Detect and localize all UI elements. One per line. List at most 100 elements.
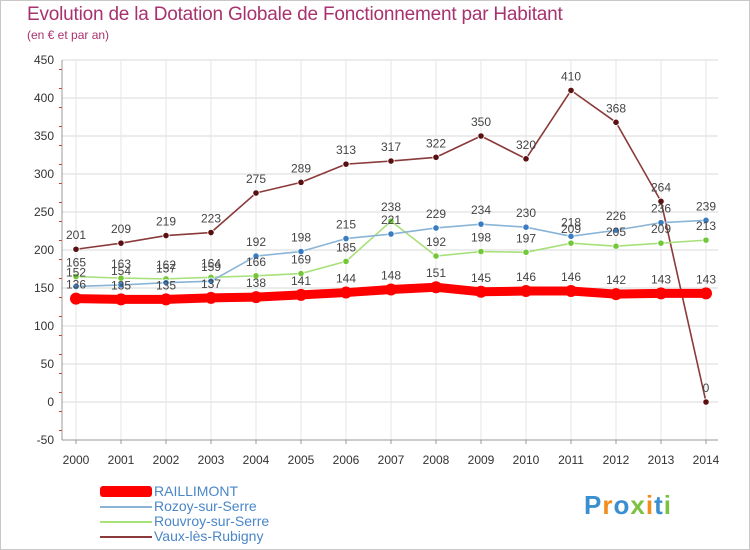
legend-label-rozoy-sur-serre: Rozoy-sur-Serre bbox=[154, 498, 257, 514]
data-label-rozoy-sur-serre: 218 bbox=[561, 215, 581, 229]
data-label-raillimont: 135 bbox=[111, 278, 131, 292]
data-label-vaux-les-rubigny: 350 bbox=[471, 115, 491, 129]
data-point-rozoy-sur-serre bbox=[657, 219, 665, 227]
logo-letter: P bbox=[584, 490, 603, 520]
data-point-rouvroy-sur-serre bbox=[612, 242, 620, 250]
data-point-vaux-les-rubigny bbox=[162, 231, 170, 240]
legend-swatch-raillimont bbox=[100, 486, 152, 497]
logo-letter: r bbox=[602, 490, 614, 520]
data-point-raillimont bbox=[430, 281, 442, 294]
data-point-vaux-les-rubigny bbox=[387, 157, 395, 165]
data-point-rozoy-sur-serre bbox=[252, 252, 260, 260]
data-label-rouvroy-sur-serre: 197 bbox=[516, 231, 536, 245]
data-label-raillimont: 137 bbox=[201, 277, 221, 291]
data-point-raillimont bbox=[205, 291, 217, 304]
data-label-raillimont: 138 bbox=[246, 276, 266, 290]
data-point-rozoy-sur-serre bbox=[567, 232, 575, 240]
data-point-rozoy-sur-serre bbox=[612, 226, 620, 234]
data-point-rouvroy-sur-serre bbox=[387, 217, 395, 225]
x-tick-label: 2002 bbox=[153, 453, 180, 467]
data-label-vaux-les-rubigny: 368 bbox=[606, 101, 626, 115]
proxiti-logo: Proxiti bbox=[584, 490, 672, 521]
data-point-rozoy-sur-serre bbox=[72, 282, 80, 291]
data-label-vaux-les-rubigny: 0 bbox=[703, 381, 710, 395]
data-label-raillimont: 146 bbox=[561, 270, 581, 284]
data-point-raillimont bbox=[655, 287, 667, 300]
x-tick-label: 2000 bbox=[63, 453, 90, 467]
data-point-rozoy-sur-serre bbox=[432, 224, 440, 232]
data-point-rozoy-sur-serre bbox=[702, 216, 710, 224]
data-point-raillimont bbox=[340, 286, 352, 299]
data-label-rozoy-sur-serre: 152 bbox=[66, 265, 86, 279]
data-label-vaux-les-rubigny: 322 bbox=[426, 136, 446, 150]
logo-letter: t bbox=[654, 490, 664, 520]
data-point-rozoy-sur-serre bbox=[522, 223, 530, 231]
legend-swatch-rozoy-sur-serre bbox=[100, 506, 152, 508]
data-label-vaux-les-rubigny: 320 bbox=[516, 138, 536, 152]
data-point-vaux-les-rubigny bbox=[612, 118, 620, 126]
x-tick-label: 2011 bbox=[558, 453, 584, 467]
data-point-raillimont bbox=[70, 292, 82, 305]
data-label-rouvroy-sur-serre: 185 bbox=[336, 240, 356, 254]
data-point-rozoy-sur-serre bbox=[117, 281, 125, 289]
data-label-rouvroy-sur-serre: 209 bbox=[651, 222, 671, 236]
legend-item-vaux-les-rubigny: Vaux-lès-Rubigny bbox=[100, 529, 340, 544]
data-label-rozoy-sur-serre: 230 bbox=[516, 206, 536, 220]
data-label-rouvroy-sur-serre: 165 bbox=[66, 256, 86, 270]
data-point-rouvroy-sur-serre bbox=[297, 269, 305, 278]
data-label-rouvroy-sur-serre: 162 bbox=[156, 258, 176, 272]
data-label-rouvroy-sur-serre: 192 bbox=[426, 235, 446, 249]
y-tick-label: 250 bbox=[34, 205, 54, 219]
chart-legend: RAILLIMONT Rozoy-sur-Serre Rouvroy-sur-S… bbox=[100, 484, 340, 544]
data-label-rozoy-sur-serre: 215 bbox=[336, 218, 356, 232]
data-label-rozoy-sur-serre: 157 bbox=[156, 262, 176, 276]
data-point-rozoy-sur-serre bbox=[477, 220, 485, 228]
data-label-raillimont: 135 bbox=[156, 278, 176, 292]
data-point-vaux-les-rubigny bbox=[207, 228, 215, 237]
x-tick-label: 2006 bbox=[333, 453, 360, 467]
data-point-raillimont bbox=[160, 293, 172, 306]
data-point-rouvroy-sur-serre bbox=[477, 247, 485, 256]
legend-item-rouvroy-sur-serre: Rouvroy-sur-Serre bbox=[100, 514, 340, 529]
data-point-rozoy-sur-serre bbox=[387, 230, 395, 238]
data-label-raillimont: 145 bbox=[471, 271, 491, 285]
data-point-rouvroy-sur-serre bbox=[72, 272, 80, 281]
x-tick-label: 2012 bbox=[603, 453, 630, 467]
data-label-rouvroy-sur-serre: 166 bbox=[246, 255, 266, 269]
data-point-rouvroy-sur-serre bbox=[567, 239, 575, 247]
data-point-raillimont bbox=[520, 285, 532, 298]
x-tick-label: 2009 bbox=[468, 453, 495, 467]
data-label-vaux-les-rubigny: 289 bbox=[291, 161, 311, 175]
data-label-vaux-les-rubigny: 313 bbox=[336, 143, 356, 157]
y-tick-label: 200 bbox=[34, 243, 54, 257]
data-label-rouvroy-sur-serre: 238 bbox=[381, 200, 401, 214]
x-tick-label: 2003 bbox=[198, 453, 225, 467]
data-point-raillimont bbox=[700, 287, 712, 300]
data-point-vaux-les-rubigny bbox=[72, 245, 80, 253]
x-tick-label: 2010 bbox=[513, 453, 540, 467]
data-point-vaux-les-rubigny bbox=[342, 160, 350, 168]
data-label-raillimont: 136 bbox=[66, 278, 86, 292]
chart-subtitle: (en € et par an) bbox=[27, 28, 110, 42]
chart-title: Evolution de la Dotation Globale de Fonc… bbox=[27, 4, 563, 25]
x-tick-label: 2014 bbox=[693, 453, 720, 467]
data-label-rouvroy-sur-serre: 205 bbox=[606, 225, 626, 239]
logo-letter: i bbox=[645, 490, 655, 520]
data-point-rouvroy-sur-serre bbox=[252, 272, 260, 280]
data-label-raillimont: 148 bbox=[381, 269, 401, 283]
data-label-rozoy-sur-serre: 221 bbox=[381, 213, 401, 227]
data-label-rouvroy-sur-serre: 213 bbox=[696, 219, 716, 233]
data-point-vaux-les-rubigny bbox=[567, 86, 575, 95]
data-label-vaux-les-rubigny: 410 bbox=[561, 69, 581, 83]
data-label-vaux-les-rubigny: 275 bbox=[246, 172, 266, 186]
data-label-rozoy-sur-serre: 159 bbox=[201, 260, 221, 274]
legend-swatch-rouvroy-sur-serre bbox=[100, 521, 152, 523]
logo-letter: x bbox=[630, 490, 646, 520]
y-tick-label: 300 bbox=[34, 167, 54, 181]
data-point-vaux-les-rubigny bbox=[702, 398, 710, 406]
data-point-vaux-les-rubigny bbox=[522, 155, 530, 163]
data-label-rouvroy-sur-serre: 169 bbox=[291, 253, 311, 267]
legend-label-rouvroy-sur-serre: Rouvroy-sur-Serre bbox=[154, 513, 270, 529]
data-point-rozoy-sur-serre bbox=[342, 235, 350, 243]
